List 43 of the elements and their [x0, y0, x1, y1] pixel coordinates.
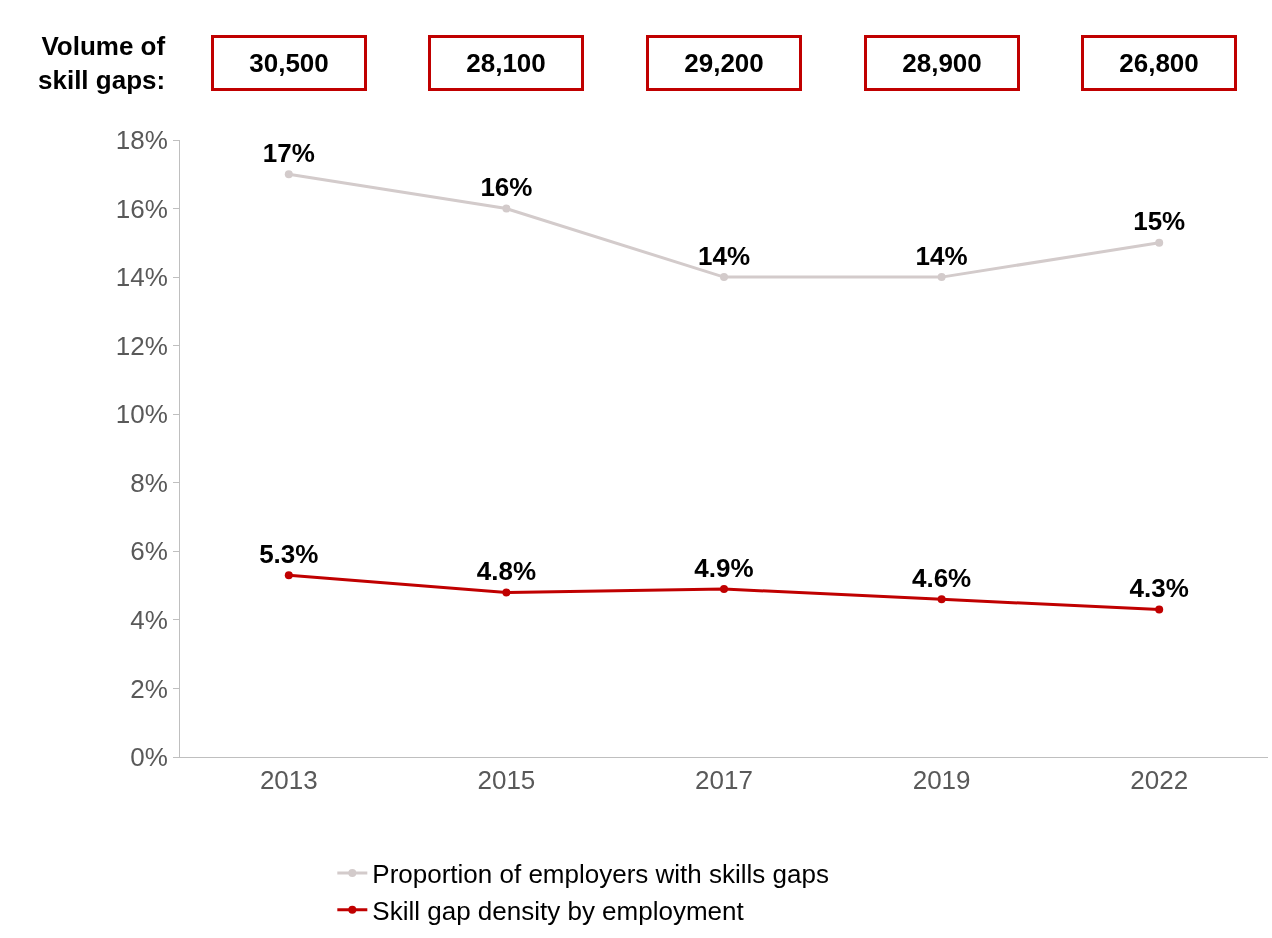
legend-label: Skill gap density by employment: [372, 895, 745, 926]
text: 30,500: [249, 48, 329, 78]
y-tick-label: 16%: [115, 193, 168, 224]
y-tick-label: 18%: [115, 125, 168, 156]
y-tick-label: 0%: [130, 742, 168, 773]
y-tick-label: 12%: [115, 330, 168, 361]
y-tick-label: 8%: [130, 467, 168, 498]
point: [937, 273, 946, 282]
x-tick-label: 2022: [1130, 765, 1189, 796]
data-label: 16%: [480, 172, 533, 203]
x-tick-label: 2015: [477, 765, 536, 796]
x-tick-label: 2013: [259, 765, 318, 796]
point: [1155, 605, 1164, 614]
text: 28,100: [466, 48, 546, 78]
point: [720, 585, 728, 594]
point: [502, 204, 511, 213]
y-tick-label: 14%: [115, 262, 168, 293]
data-label: 4.9%: [694, 552, 754, 583]
text: 28,900: [902, 48, 982, 78]
point: [284, 571, 293, 580]
data-label: 14%: [915, 240, 968, 271]
x-tick-label: 2019: [912, 765, 971, 796]
y-tick-label: 10%: [115, 399, 168, 430]
y-tick-label: 6%: [130, 536, 168, 567]
point: [720, 273, 728, 282]
data-label: 15%: [1133, 206, 1186, 237]
y-tick-label: 4%: [130, 604, 168, 635]
data-label: 4.8%: [476, 555, 537, 586]
data-label: 17%: [262, 137, 315, 168]
point: [1155, 238, 1164, 247]
text: 29,200: [684, 48, 764, 78]
text: Volume of skill gaps:: [38, 31, 166, 95]
point: [937, 595, 946, 604]
x-tick-label: 2017: [695, 765, 753, 796]
point: [284, 170, 293, 179]
text: 26,800: [1119, 48, 1199, 78]
data-label: 4.3%: [1129, 573, 1189, 604]
data-label: 5.3%: [259, 538, 319, 569]
data-label: 14%: [697, 240, 751, 271]
y-tick-label: 2%: [130, 673, 168, 704]
data-label: 4.6%: [911, 562, 972, 593]
legend-label: Proportion of employers with skills gaps: [372, 859, 829, 890]
point: [502, 588, 511, 597]
